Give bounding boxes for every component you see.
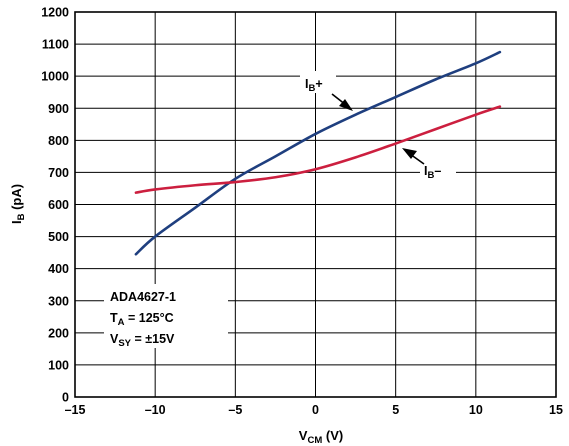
- y-tick-label: 200: [48, 326, 69, 340]
- x-tick-label: 15: [549, 403, 563, 417]
- y-tick-label: 600: [48, 198, 69, 212]
- x-tick-label: 10: [469, 403, 483, 417]
- ib-plus-label-background: [300, 71, 336, 93]
- ib-minus-arrowhead: [402, 148, 417, 159]
- x-tick-label: 5: [392, 403, 399, 417]
- x-axis-label: VCM (V): [299, 428, 343, 446]
- y-tick-label: 500: [48, 230, 69, 244]
- x-tick-label: 0: [312, 403, 319, 417]
- y-tick-label: 100: [48, 358, 69, 372]
- annotation-temperature: TA = 125°C: [110, 311, 174, 328]
- y-tick-label: 400: [48, 262, 69, 276]
- y-axis-label: IB (pA): [9, 184, 27, 224]
- y-tick-label: 0: [62, 391, 69, 405]
- ib-minus-callout: IB–: [402, 148, 456, 182]
- y-tick-label: 800: [48, 134, 69, 148]
- plot-frame: [74, 11, 557, 398]
- annotation-part: ADA4627-1: [110, 290, 176, 304]
- ib-plus-callout: IB+: [300, 71, 353, 111]
- y-tick-label: 1200: [41, 6, 69, 20]
- annotation-background: [104, 284, 228, 348]
- ib-plus-line: [134, 50, 502, 256]
- annotation-supply: VSY = ±15V: [110, 332, 175, 349]
- y-tick-label: 700: [48, 166, 69, 180]
- ib-minus-line: [134, 105, 502, 194]
- x-tick-label: –10: [145, 403, 166, 417]
- y-tick-label: 1000: [41, 70, 69, 84]
- condition-annotation: ADA4627-1 TA = 125°C VSY = ±15V: [104, 284, 228, 349]
- tick-labels: –15 –10 –5 0 5 10 15 0 100 200 300 400 500 600 700 800 9…: [41, 6, 563, 418]
- series-layer: [134, 50, 502, 256]
- ib-minus-label: IB–: [424, 164, 441, 181]
- x-tick-label: –5: [228, 403, 242, 417]
- ib-minus-label-background: [420, 160, 456, 182]
- ib-plus-label: IB+: [305, 77, 323, 94]
- gridlines: [75, 12, 556, 397]
- x-tick-label: –15: [65, 403, 86, 417]
- y-tick-label: 300: [48, 294, 69, 308]
- y-tick-label: 900: [48, 102, 69, 116]
- ib-plus-arrowhead: [339, 99, 353, 111]
- y-tick-label: 1100: [42, 38, 69, 52]
